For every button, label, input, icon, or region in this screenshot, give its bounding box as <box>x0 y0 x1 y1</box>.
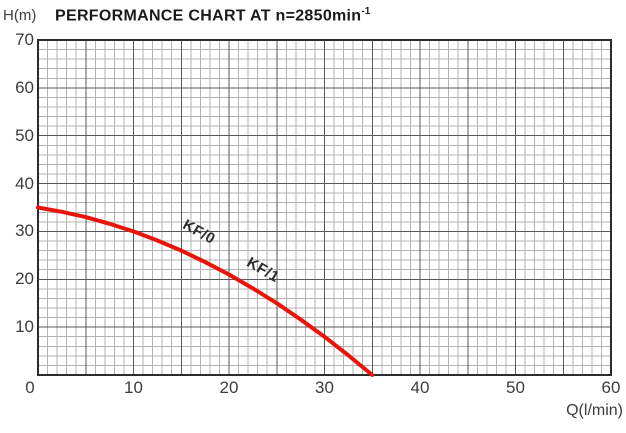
y-tick-label: 70 <box>15 30 34 49</box>
x-tick-label: 60 <box>601 378 621 397</box>
chart-title-superscript: -1 <box>361 6 371 17</box>
chart-title-text: PERFORMANCE CHART AT n=2850min <box>55 7 362 25</box>
y-tick-label: 30 <box>15 221 34 241</box>
origin-tick-label: 0 <box>25 378 35 397</box>
y-tick-label: 10 <box>15 317 34 337</box>
y-tick-label: 60 <box>15 77 34 97</box>
x-tick-label: 10 <box>124 378 143 397</box>
y-axis-unit-label: H(m) <box>3 7 37 24</box>
x-axis-unit-label: Q(l/min) <box>566 402 623 419</box>
x-tick-label: 40 <box>410 378 430 397</box>
x-tick-label: 30 <box>315 378 334 397</box>
x-tick-label: 20 <box>219 378 239 397</box>
performance-curve <box>36 205 375 377</box>
y-tick-label: 50 <box>15 125 34 145</box>
x-tick-label: 50 <box>506 378 525 397</box>
y-tick-label: 40 <box>15 173 34 193</box>
y-tick-label: 20 <box>15 269 34 289</box>
chart-title: PERFORMANCE CHART AT n=2850min-1 <box>55 6 370 25</box>
